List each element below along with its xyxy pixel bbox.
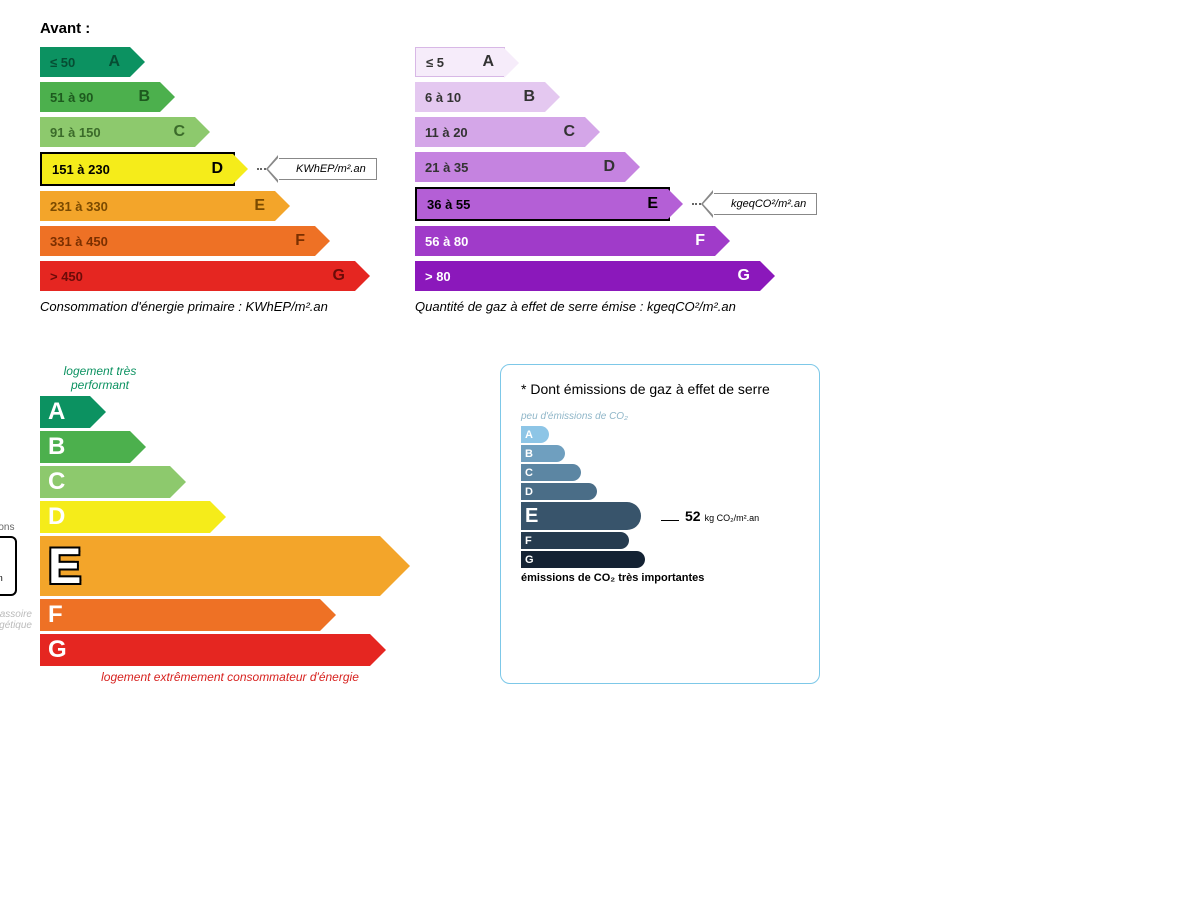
- letter: F: [525, 535, 532, 547]
- range-text: > 80: [425, 269, 730, 284]
- letter: C: [48, 468, 65, 496]
- ges-bar-G: G: [521, 551, 645, 568]
- rating-bar-A: ≤ 50 A: [40, 47, 130, 77]
- letter-text: B: [138, 88, 150, 106]
- ges-sub-bottom: émissions de CO₂ très importantes: [521, 572, 799, 585]
- caption: Consommation d'énergie primaire : KWhEP/…: [40, 299, 355, 314]
- rating-bar-D: 151 à 230 D: [40, 152, 235, 186]
- range-text: 331 à 450: [50, 234, 287, 249]
- letter: G: [48, 636, 67, 664]
- pointer-tag: kgeqCO²/m².an: [692, 193, 817, 215]
- ges-sub-top: peu d'émissions de CO₂: [521, 411, 799, 422]
- letter-text: E: [647, 195, 658, 213]
- pointer-label: kgeqCO²/m².an: [712, 193, 817, 215]
- energy-col: ≤ 50A51 à 90B91 à 150C151 à 230DKWhEP/m²…: [40, 47, 355, 314]
- letter: G: [525, 554, 534, 566]
- range-text: ≤ 50: [50, 55, 100, 70]
- letter-text: D: [603, 158, 615, 176]
- new-rating-C: C: [40, 466, 170, 498]
- range-text: 51 à 90: [50, 90, 130, 105]
- rating-bar-E: 231 à 330 E: [40, 191, 275, 221]
- emis-unit: kg CO2/m².an: [0, 573, 3, 586]
- ges-box-title: * Dont émissions de gaz à effet de serre: [521, 381, 799, 397]
- ges-bar-D: D: [521, 483, 597, 500]
- new-rating-G: G: [40, 634, 370, 666]
- apres-energy: Après : logement très performant ABCDE21…: [40, 364, 420, 684]
- range-text: 151 à 230: [52, 162, 203, 177]
- ges-bar-B: B: [521, 445, 565, 462]
- bottom-perf-label: logement extrêmement consommateur d'éner…: [40, 670, 420, 684]
- range-text: 91 à 150: [50, 125, 165, 140]
- range-text: 231 à 330: [50, 199, 246, 214]
- new-rating-A: A: [40, 396, 90, 428]
- letter: F: [48, 601, 63, 629]
- range-text: 56 à 80: [425, 234, 687, 249]
- ges-bar-F: F: [521, 532, 629, 549]
- rating-bar-F: 331 à 450 F: [40, 226, 315, 256]
- ges-col: ≤ 5A6 à 10B11 à 20C21 à 35D36 à 55EkgeqC…: [415, 47, 760, 314]
- letter: A: [48, 398, 65, 426]
- new-rating-B: B: [40, 431, 130, 463]
- letter-text: F: [695, 232, 705, 250]
- ges-bar-E: E: [521, 502, 641, 530]
- letter: D: [48, 503, 65, 531]
- ges-value: 52 kg CO₂/m².an: [661, 508, 759, 524]
- letter: B: [525, 448, 533, 460]
- range-text: 6 à 10: [425, 90, 515, 105]
- ges-bar-A: A: [521, 426, 549, 443]
- new-rating-F: F: [40, 599, 320, 631]
- letter: E: [525, 505, 538, 528]
- range-text: 36 à 55: [427, 197, 639, 212]
- avant-section: Avant : ≤ 50 A 51 à 90 B 91 à 150 C 151 à 230 D…: [40, 20, 1160, 314]
- rating-bar-B: 51 à 90 B: [40, 82, 160, 112]
- pointer-label: KWhEP/m².an: [277, 158, 377, 180]
- letter: B: [48, 433, 65, 461]
- ges-bar-C: C: [521, 464, 581, 481]
- letter: A: [525, 429, 533, 441]
- top-perf-label: logement très performant: [40, 364, 160, 392]
- letter: E: [48, 537, 81, 595]
- range-text: ≤ 5: [426, 55, 474, 70]
- emis-label: émissions: [0, 522, 14, 533]
- new-rating-D: D: [40, 501, 210, 533]
- letter: C: [525, 467, 533, 479]
- letter-text: A: [108, 53, 120, 71]
- letter-text: G: [333, 267, 345, 285]
- pointer-tag: KWhEP/m².an: [257, 158, 377, 180]
- letter-text: E: [254, 197, 265, 215]
- rating-bar-F: 56 à 80 F: [415, 226, 715, 256]
- ges-box: * Dont émissions de gaz à effet de serre…: [500, 364, 820, 684]
- rating-bar-C: 91 à 150 C: [40, 117, 195, 147]
- rating-bar-G: > 80 G: [415, 261, 760, 291]
- rating-bar-A: ≤ 5 A: [415, 47, 505, 77]
- rating-bar-E: 36 à 55 E: [415, 187, 670, 221]
- range-text: > 450: [50, 269, 325, 284]
- value-box: 216kWh/m².an52*kg CO2/m².an: [0, 536, 17, 596]
- range-text: 11 à 20: [425, 125, 555, 140]
- rating-bar-C: 11 à 20 C: [415, 117, 585, 147]
- letter-text: F: [295, 232, 305, 250]
- letter-text: B: [523, 88, 535, 106]
- passoire-label: passoireénergétique: [0, 609, 32, 631]
- letter-text: D: [211, 160, 223, 178]
- letter: D: [525, 486, 533, 498]
- rating-bar-D: 21 à 35 D: [415, 152, 625, 182]
- rating-bar-B: 6 à 10 B: [415, 82, 545, 112]
- new-rating-E: E: [40, 536, 380, 596]
- letter-text: C: [173, 123, 185, 141]
- letter-text: C: [563, 123, 575, 141]
- avant-title: Avant :: [40, 20, 1160, 37]
- caption: Quantité de gaz à effet de serre émise :…: [415, 299, 760, 314]
- letter-text: A: [482, 53, 494, 71]
- letter-text: G: [738, 267, 750, 285]
- range-text: 21 à 35: [425, 160, 595, 175]
- rating-bar-G: > 450 G: [40, 261, 355, 291]
- apres-section: Après : logement très performant ABCDE21…: [40, 364, 1160, 684]
